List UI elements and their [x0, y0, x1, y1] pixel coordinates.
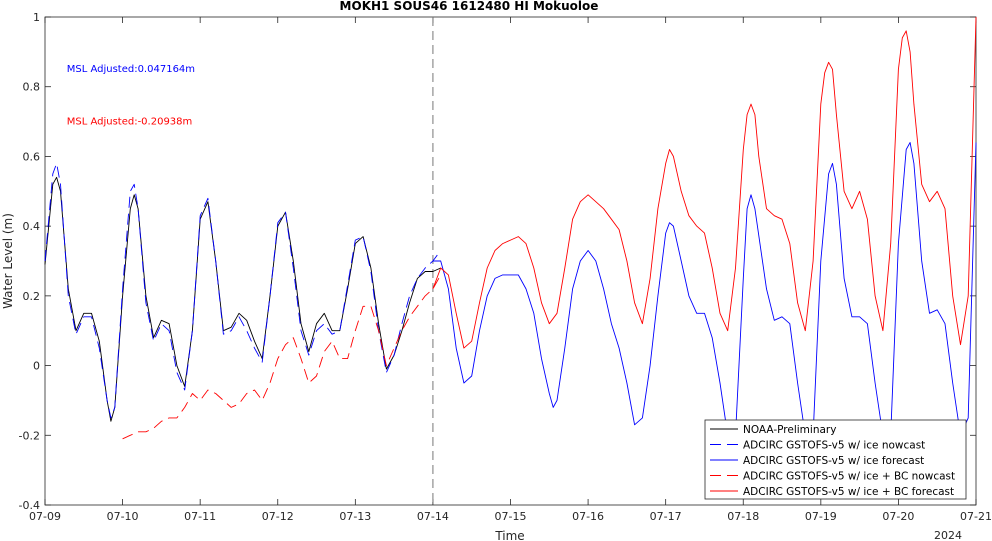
series-line-5: [432, 16, 977, 349]
y-tick-label: 0.4: [23, 220, 41, 233]
x-tick-label: 07-19: [805, 510, 837, 523]
legend-label-1: NOAA-Preliminary: [743, 424, 836, 436]
x-tick-label: 07-15: [495, 510, 527, 523]
x-tick-label: 07-21: [960, 510, 992, 523]
y-tick-label: 0.8: [23, 81, 41, 94]
x-tick-label: 07-18: [727, 510, 759, 523]
series-line-2: [44, 162, 442, 419]
x-tick-label: 07-16: [572, 510, 604, 523]
y-tick-label: -0.2: [19, 429, 40, 442]
legend-label-3: ADCIRC GSTOFS-v5 w/ ice forecast: [743, 455, 924, 467]
x-tick-label: 07-11: [184, 510, 216, 523]
y-tick-label: 0.2: [23, 290, 41, 303]
x-tick-label: 07-10: [107, 510, 139, 523]
legend-label-5: ADCIRC GSTOFS-v5 w/ ice + BC forecast: [743, 486, 954, 498]
y-tick-label: 0.6: [23, 150, 41, 163]
y-axis-label: Water Level (m): [1, 213, 15, 309]
y-axis: -0.4 -0.2 0 0.2 0.4 0.6 0.8 1: [19, 11, 976, 512]
x-tick-label: 07-13: [339, 510, 371, 523]
y-tick-label: -0.4: [19, 499, 40, 512]
x-axis-label: Time: [494, 529, 524, 541]
y-tick-label: 1: [33, 11, 40, 24]
x-tick-label: 07-14: [417, 510, 449, 523]
x-axis: 07-09 07-10 07-11 07-12 07-13 07-14 07-15 07-16…: [29, 17, 992, 523]
x-tick-label: 07-12: [262, 510, 294, 523]
legend-label-2: ADCIRC GSTOFS-v5 w/ ice nowcast: [743, 440, 925, 452]
legend-label-4: ADCIRC GSTOFS-v5 w/ ice + BC nowcast: [743, 471, 955, 483]
x-tick-label: 07-20: [882, 510, 914, 523]
chart-title: MOKH1 SOUS46 1612480 HI Mokuoloe: [340, 0, 599, 13]
year-label: 2024: [934, 529, 962, 541]
legend: NOAA-Preliminary ADCIRC GSTOFS-v5 w/ ice …: [704, 419, 967, 500]
y-tick-label: 0: [33, 360, 40, 373]
x-tick-label: 07-09: [29, 510, 61, 523]
legend-box: [704, 419, 967, 500]
msl-adjusted-blue-annotation: MSL Adjusted:0.047164m: [67, 64, 195, 75]
msl-adjusted-red-annotation: MSL Adjusted:-0.20938m: [67, 117, 193, 128]
series-line-4: [122, 274, 442, 440]
x-tick-label: 07-17: [650, 510, 682, 523]
